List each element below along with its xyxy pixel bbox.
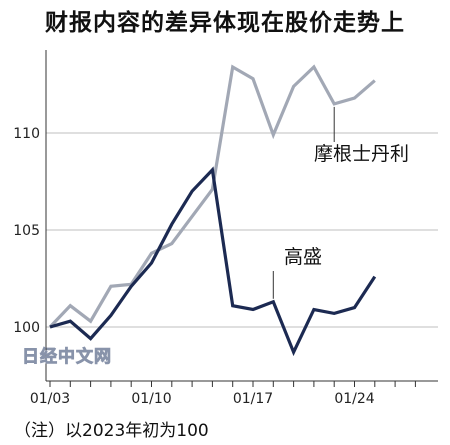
x-tick-label: 01/10 xyxy=(131,391,171,407)
y-tick-label: 110 xyxy=(13,126,40,142)
x-tick-label: 01/24 xyxy=(334,391,374,407)
series-label: 高盛 xyxy=(284,246,322,268)
watermark-text: 日经中文网 xyxy=(22,346,112,367)
y-tick-label: 105 xyxy=(13,223,40,239)
chart-note: （注）以2023年初为100 xyxy=(14,421,209,441)
series-label: 摩根士丹利 xyxy=(314,143,409,165)
y-tick-label: 100 xyxy=(13,320,40,336)
gridlines: 100 105 110 xyxy=(13,126,438,336)
x-tick-label: 01/03 xyxy=(30,391,70,407)
series-line-1 xyxy=(49,166,377,357)
x-tick-label: 01/17 xyxy=(233,391,273,407)
series-line-0 xyxy=(48,64,376,329)
chart-title: 财报内容的差异体现在股价走势上 xyxy=(45,10,405,36)
axes xyxy=(45,50,438,382)
watermark-layer: 日经中文网 xyxy=(22,346,112,368)
x-ticks: 01/03 01/10 01/17 01/24 xyxy=(30,381,416,407)
series-lines xyxy=(48,64,377,357)
